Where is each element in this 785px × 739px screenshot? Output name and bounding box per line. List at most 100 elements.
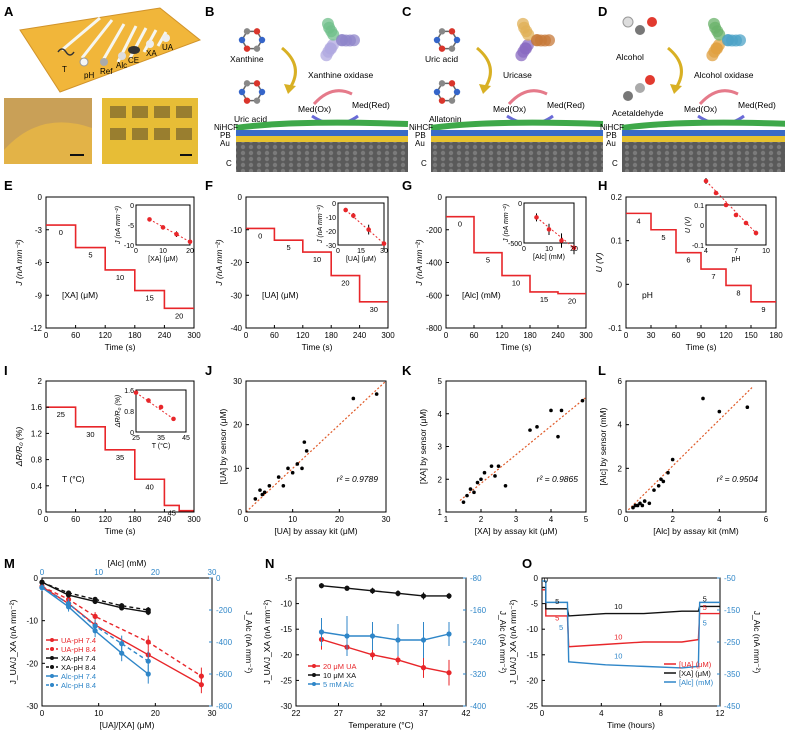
inset-y-tick-label: 0.8	[124, 409, 134, 416]
inset-point	[366, 227, 371, 232]
x-axis-label: [XA] by assay kit (μM)	[475, 526, 558, 536]
alcohol-atom-2	[635, 25, 645, 35]
inset-point	[753, 230, 759, 236]
inset-point	[158, 404, 164, 410]
y-right-tick-label: -400	[216, 638, 233, 647]
inset-point	[713, 190, 719, 196]
legend-marker	[50, 665, 54, 669]
data-point	[503, 484, 508, 488]
step-label: 6	[686, 256, 690, 265]
ce-electrode	[128, 46, 140, 54]
series-point	[198, 673, 204, 679]
y-right-tick-label: -80	[470, 574, 482, 583]
x-tick-label: 22	[292, 709, 301, 718]
chart-j: 0 10 20 30 30 20 10 0 [UA] by assay kit (μM) [UA]…	[218, 377, 391, 536]
step-label: 5	[486, 256, 490, 265]
data-point	[475, 480, 480, 485]
panel-letter-l: L	[598, 363, 606, 378]
step-label: 4	[636, 216, 640, 225]
legend-label: XA-pH 7.4	[61, 654, 96, 663]
panel-letter-n: N	[265, 556, 274, 571]
x-tick-label: 8	[658, 709, 663, 718]
label-med-ox: Med(Ox)	[298, 104, 331, 114]
y-left-tick-label: -20	[26, 659, 38, 668]
y-left-tick-label: -20	[280, 651, 292, 660]
data-point	[276, 475, 281, 479]
step-label: 10	[116, 273, 124, 282]
y-right-tick-label: -450	[724, 702, 741, 711]
inset-x-tick-label: 10	[159, 248, 167, 255]
y-tick-label: -6	[35, 259, 43, 268]
label-alc: Alc	[116, 61, 127, 70]
data-point	[267, 484, 272, 488]
step-label: 45	[168, 508, 176, 517]
y-tick-label: 0.4	[31, 482, 43, 491]
data-point	[468, 487, 473, 491]
arrow-substrate-product	[476, 46, 492, 89]
data-point	[559, 408, 564, 413]
legend-marker	[50, 647, 54, 651]
layer-nihcf	[235, 119, 409, 131]
data-point	[659, 477, 663, 482]
x-top-tick-label: 10	[94, 568, 103, 577]
inset-point	[147, 217, 152, 222]
series-point	[39, 579, 45, 585]
legend-label: UA-pH 8.4	[61, 645, 96, 654]
label-enzyme: Alcohol oxidase	[694, 70, 754, 80]
annotation-label: 5	[703, 618, 707, 627]
product-molecule-atom	[243, 80, 251, 87]
panel-letter-m: M	[4, 556, 15, 571]
x-tick-label: 60	[672, 331, 681, 340]
series-point	[369, 633, 376, 639]
series--xa-m-	[542, 586, 720, 617]
data-point	[631, 505, 635, 510]
y-tick-label: 0	[238, 193, 243, 202]
x-tick-label: 6	[764, 515, 769, 524]
data-point	[258, 488, 262, 492]
y-left-tick-label: -15	[280, 625, 292, 634]
y-right-tick-label: -240	[470, 638, 487, 647]
y-tick-label: -10	[230, 226, 242, 235]
y-tick-label: -0.1	[608, 324, 622, 333]
series-point	[446, 670, 452, 676]
series-point	[318, 583, 325, 589]
x-tick-label: 60	[470, 331, 479, 340]
concentration-label: pH	[642, 290, 653, 300]
y-axis-label-right: J_Alc (nA mm⁻²)	[752, 611, 762, 674]
ref-electrode	[100, 58, 108, 66]
data-point	[496, 464, 501, 468]
series-point	[92, 623, 98, 629]
y-tick-label: -800	[426, 324, 443, 333]
x-tick-label: 180	[128, 331, 142, 340]
enzyme-structure-blob	[327, 28, 340, 41]
substrate-molecule-atom	[453, 36, 461, 44]
legend-label: Alc-pH 8.4	[61, 681, 96, 690]
x-tick-label: 4	[549, 515, 554, 524]
step-label: 10	[313, 255, 321, 264]
inset-y-tick-label: -500	[508, 241, 522, 248]
product-molecule-atom	[438, 80, 446, 87]
x-axis-label: [UA] by assay kit (μM)	[274, 526, 357, 536]
substrate-molecule-atom	[438, 28, 446, 35]
arrow-substrate-product	[667, 46, 683, 89]
inset-point	[187, 239, 193, 245]
y-axis-label: ΔR/R₀ (%)	[14, 427, 24, 468]
plot-frame	[625, 380, 767, 513]
series-5-mm-alc	[318, 616, 452, 658]
x-tick-label: 180	[769, 331, 783, 340]
x-tick-label: 300	[579, 331, 593, 340]
acetaldehyde-atom-3	[645, 75, 655, 85]
step-label: 7	[711, 272, 715, 281]
panel-letter-k: K	[402, 363, 412, 378]
inset-frame	[705, 204, 767, 246]
y-tick-label: 20	[233, 421, 242, 430]
layer-pb	[622, 130, 785, 136]
y-left-tick-label: 0	[34, 574, 39, 583]
chart-l: 0 2 4 6 6 4 2 0 [Alc] by assay kit (mM) [Alc] by …	[598, 377, 769, 536]
legend-label: 10 μM XA	[323, 671, 356, 680]
series-xa-ph-8-4	[39, 579, 151, 613]
